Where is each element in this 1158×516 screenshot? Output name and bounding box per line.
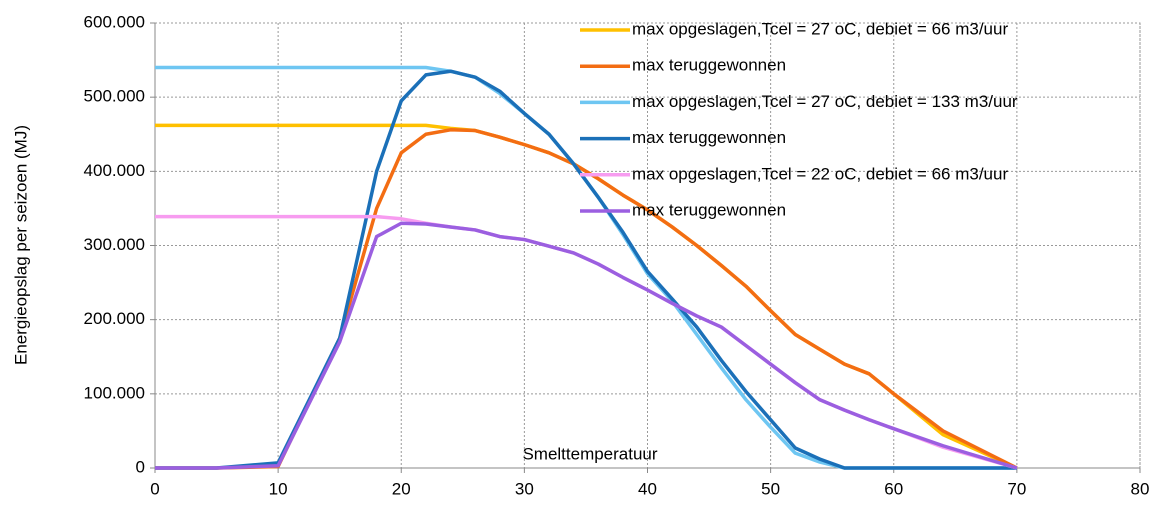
y-tick-label: 300.000 bbox=[84, 235, 145, 254]
x-tick-label: 70 bbox=[1007, 479, 1026, 498]
series-line bbox=[155, 214, 1018, 470]
y-tick-label: 400.000 bbox=[84, 161, 145, 180]
series-line bbox=[155, 128, 1018, 470]
legend-label: max teruggewonnen bbox=[632, 128, 786, 147]
x-tick-label: 80 bbox=[1131, 479, 1150, 498]
series-line bbox=[155, 69, 1017, 470]
x-tick-label: 0 bbox=[150, 479, 159, 498]
y-axis-label: Energieopslag per seizoen (MJ) bbox=[11, 125, 30, 365]
legend-label: max teruggewonnen bbox=[632, 56, 786, 75]
y-tick-label: 600.000 bbox=[84, 12, 145, 31]
x-tick-label: 20 bbox=[392, 479, 411, 498]
x-tick-label: 10 bbox=[269, 479, 288, 498]
x-tick-label: 40 bbox=[638, 479, 657, 498]
legend-label: max opgeslagen,Tcel = 27 oC, debiet = 13… bbox=[632, 92, 1018, 111]
x-axis-label: Smelttemperatuur bbox=[522, 444, 657, 463]
y-tick-label: 100.000 bbox=[84, 383, 145, 402]
legend-label: max opgeslagen,Tcel = 22 oC, debiet = 66… bbox=[632, 164, 1008, 183]
y-tick-label: 0 bbox=[136, 457, 145, 476]
series-line bbox=[155, 221, 1018, 470]
legend-label: max teruggewonnen bbox=[632, 200, 786, 219]
x-tick-label: 50 bbox=[761, 479, 780, 498]
legend-label: max opgeslagen,Tcel = 27 oC, debiet = 66… bbox=[632, 19, 1008, 38]
series-line bbox=[155, 65, 1017, 470]
y-tick-label: 200.000 bbox=[84, 309, 145, 328]
x-tick-label: 60 bbox=[884, 479, 903, 498]
y-tick-label: 500.000 bbox=[84, 87, 145, 106]
x-tick-label: 30 bbox=[515, 479, 534, 498]
